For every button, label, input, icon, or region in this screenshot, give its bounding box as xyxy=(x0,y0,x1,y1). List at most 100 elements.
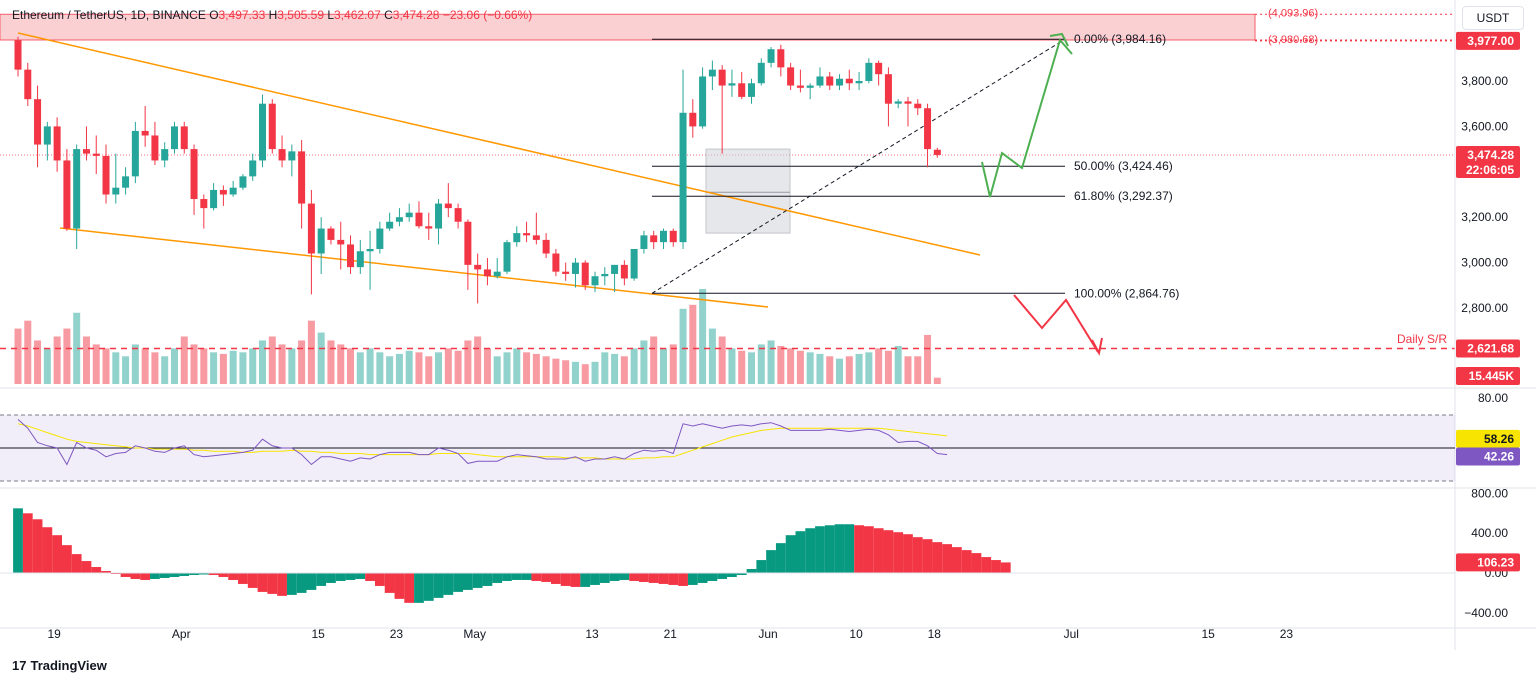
oscillator-bar xyxy=(502,573,512,581)
volume-bar xyxy=(82,336,90,384)
oscillator-bar xyxy=(32,519,43,573)
candle-body xyxy=(82,149,90,154)
candle-body xyxy=(777,49,785,68)
oscillator-bar xyxy=(345,573,356,580)
candle-body xyxy=(141,130,149,136)
price-axis-tick: 3,600.00 xyxy=(1461,119,1508,133)
oscillator-bar xyxy=(42,527,53,573)
open-label: O xyxy=(209,8,219,22)
oscillator-bar xyxy=(766,550,776,573)
oscillator-bar xyxy=(531,573,542,581)
candle-body xyxy=(219,189,227,195)
volume-bar xyxy=(317,332,325,384)
volume-bar xyxy=(924,334,932,384)
volume-bar xyxy=(386,356,394,384)
time-axis-tick: 10 xyxy=(849,627,863,641)
volume-bar xyxy=(454,350,462,384)
oscillator-bar xyxy=(639,573,649,582)
volume-bar xyxy=(53,336,61,384)
oscillator-bar xyxy=(942,544,952,573)
time-axis-tick: 15 xyxy=(312,627,326,641)
oscillator-bar xyxy=(619,573,630,580)
volume-bar xyxy=(523,352,531,384)
volume-bar xyxy=(464,340,472,384)
oscillator-bar xyxy=(863,526,874,573)
volume-bar xyxy=(366,348,374,384)
volume-bar xyxy=(376,352,384,384)
resistance-zone xyxy=(0,13,1256,41)
volume-bar xyxy=(483,348,491,384)
oscillator-bar xyxy=(590,573,600,585)
volume-bar xyxy=(679,308,687,384)
candle-body xyxy=(650,235,658,243)
oscillator-bar xyxy=(52,535,63,573)
candle-body xyxy=(229,187,237,195)
resistance-price-badge xyxy=(1456,31,1520,50)
volume-bar xyxy=(102,348,110,384)
volume-badge xyxy=(1456,367,1520,385)
candle-body xyxy=(738,83,746,97)
candle-body xyxy=(845,78,853,84)
oscillator-bar xyxy=(306,573,317,590)
candle-body xyxy=(659,230,667,243)
volume-bar xyxy=(601,352,609,384)
fib-level-label: 50.00% (3,424.46) xyxy=(1074,159,1173,173)
volume-bar xyxy=(435,352,443,384)
tradingview-brand[interactable]: 17 TradingView xyxy=(12,658,107,673)
candle-body xyxy=(161,149,169,161)
candle-body xyxy=(904,101,912,104)
oscillator-axis-tick: 400.00 xyxy=(1471,526,1508,540)
candle-body xyxy=(34,99,42,145)
oscillator-bar xyxy=(795,531,806,573)
oscillator-bar xyxy=(756,560,767,573)
oscillator-badge xyxy=(1456,553,1520,572)
volume-bar xyxy=(581,364,589,384)
time-axis-tick: 23 xyxy=(1280,627,1294,641)
candle-body xyxy=(757,62,765,84)
volume-bar xyxy=(210,352,218,384)
oscillator-bar xyxy=(394,573,405,599)
volume-bar xyxy=(757,344,765,384)
volume-bar xyxy=(787,348,795,384)
candle-body xyxy=(151,135,159,161)
volume-bar xyxy=(112,352,120,384)
volume-bar xyxy=(356,352,364,384)
currency-button[interactable]: USDT xyxy=(1462,6,1524,30)
candle-body xyxy=(415,212,423,227)
time-axis-tick: 19 xyxy=(47,627,61,641)
candle-body xyxy=(914,103,922,109)
volume-bar xyxy=(190,344,198,384)
oscillator-bar xyxy=(775,543,786,573)
lower-trendline xyxy=(59,227,769,308)
high-value: 3,505.59 xyxy=(277,8,324,22)
volume-bar xyxy=(875,348,883,384)
volume-bar xyxy=(288,348,296,384)
candle-body xyxy=(376,228,384,249)
volume-bar xyxy=(229,350,237,384)
candle-body xyxy=(170,126,178,150)
volume-bar xyxy=(513,348,521,384)
high-label: H xyxy=(268,8,278,22)
candle-body xyxy=(552,253,560,272)
oscillator-bar xyxy=(316,573,327,586)
oscillator-bar xyxy=(844,524,855,573)
candle-body xyxy=(523,233,531,236)
oscillator-bar xyxy=(678,573,688,586)
volume-bar xyxy=(865,352,873,384)
volume-bar xyxy=(836,358,844,384)
upper-trendline xyxy=(17,32,981,256)
oscillator-bar xyxy=(208,573,219,575)
volume-bar xyxy=(122,356,130,384)
volume-bar xyxy=(767,340,775,384)
candle-body xyxy=(669,230,677,243)
volume-bar xyxy=(826,356,834,384)
candle-body xyxy=(464,221,472,265)
oscillator-bar xyxy=(824,525,835,573)
oscillator-bar xyxy=(658,573,669,584)
volume-bar xyxy=(219,353,227,384)
volume-bar xyxy=(620,356,628,384)
candle-body xyxy=(425,226,433,229)
volume-bar xyxy=(131,344,139,384)
volume-bar xyxy=(24,320,32,384)
